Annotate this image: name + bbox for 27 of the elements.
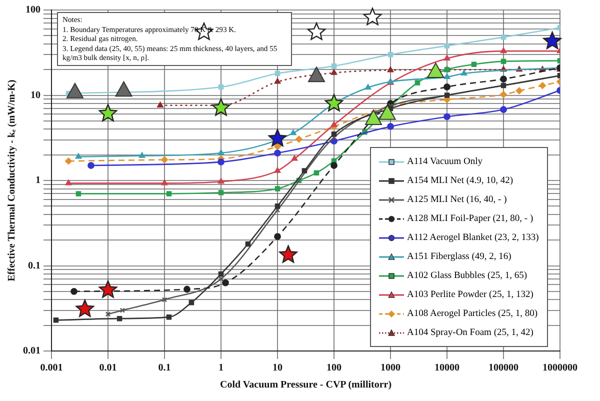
legend-label: A103 Perlite Powder (25, 1, 132) [407, 290, 534, 300]
y-tick-label: 0.01 [23, 346, 40, 357]
x-tick-label: 10000 [434, 362, 460, 374]
x-tick-label: 1000 [380, 362, 400, 374]
y-tick-label: 100 [26, 4, 40, 16]
y-tick-label: 0.1 [28, 260, 40, 272]
legend-label: A128 MLI Foil-Paper (21, 80, - ) [407, 214, 534, 224]
x-tick-label: 0.001 [40, 362, 63, 374]
x-tick-label: 0.1 [158, 362, 171, 374]
legend-label: A114 Vacuum Only [407, 156, 482, 166]
x-tick-label: 1 [218, 362, 224, 374]
legend-label: A102 Glass Bubbles (25, 1, 65) [407, 270, 528, 280]
legend-label: A151 Fiberglass (49, 2, 16) [407, 252, 512, 262]
legend-label: A108 Aerogel Particles (25, 1, 80) [407, 308, 538, 318]
legend-label: A125 MLI Net (16, 40, - ) [407, 194, 507, 204]
legend-label: A154 MLI Net (4.9, 10, 42) [407, 176, 514, 186]
x-tick-label: 1000000 [542, 362, 578, 374]
x-tick-label: 100000 [488, 362, 518, 374]
x-tick-label: 100 [326, 362, 342, 374]
y-tick-label: 1 [36, 175, 40, 186]
legend-label: A104 Spray-On Foam (25, 1, 42) [407, 328, 534, 338]
x-axis-title: Cold Vacuum Pressure - CVP (millitorr) [220, 380, 392, 391]
legend-label: A112 Aerogel Blanket (23, 2, 133) [407, 232, 539, 242]
x-tick-label: 0.01 [99, 362, 117, 374]
x-tick-label: 10 [272, 362, 282, 374]
y-tick-label: 10 [30, 90, 40, 101]
y-axis-title: Effective Thermal Conductivity - kₑ (mW/m-K) [6, 80, 18, 282]
